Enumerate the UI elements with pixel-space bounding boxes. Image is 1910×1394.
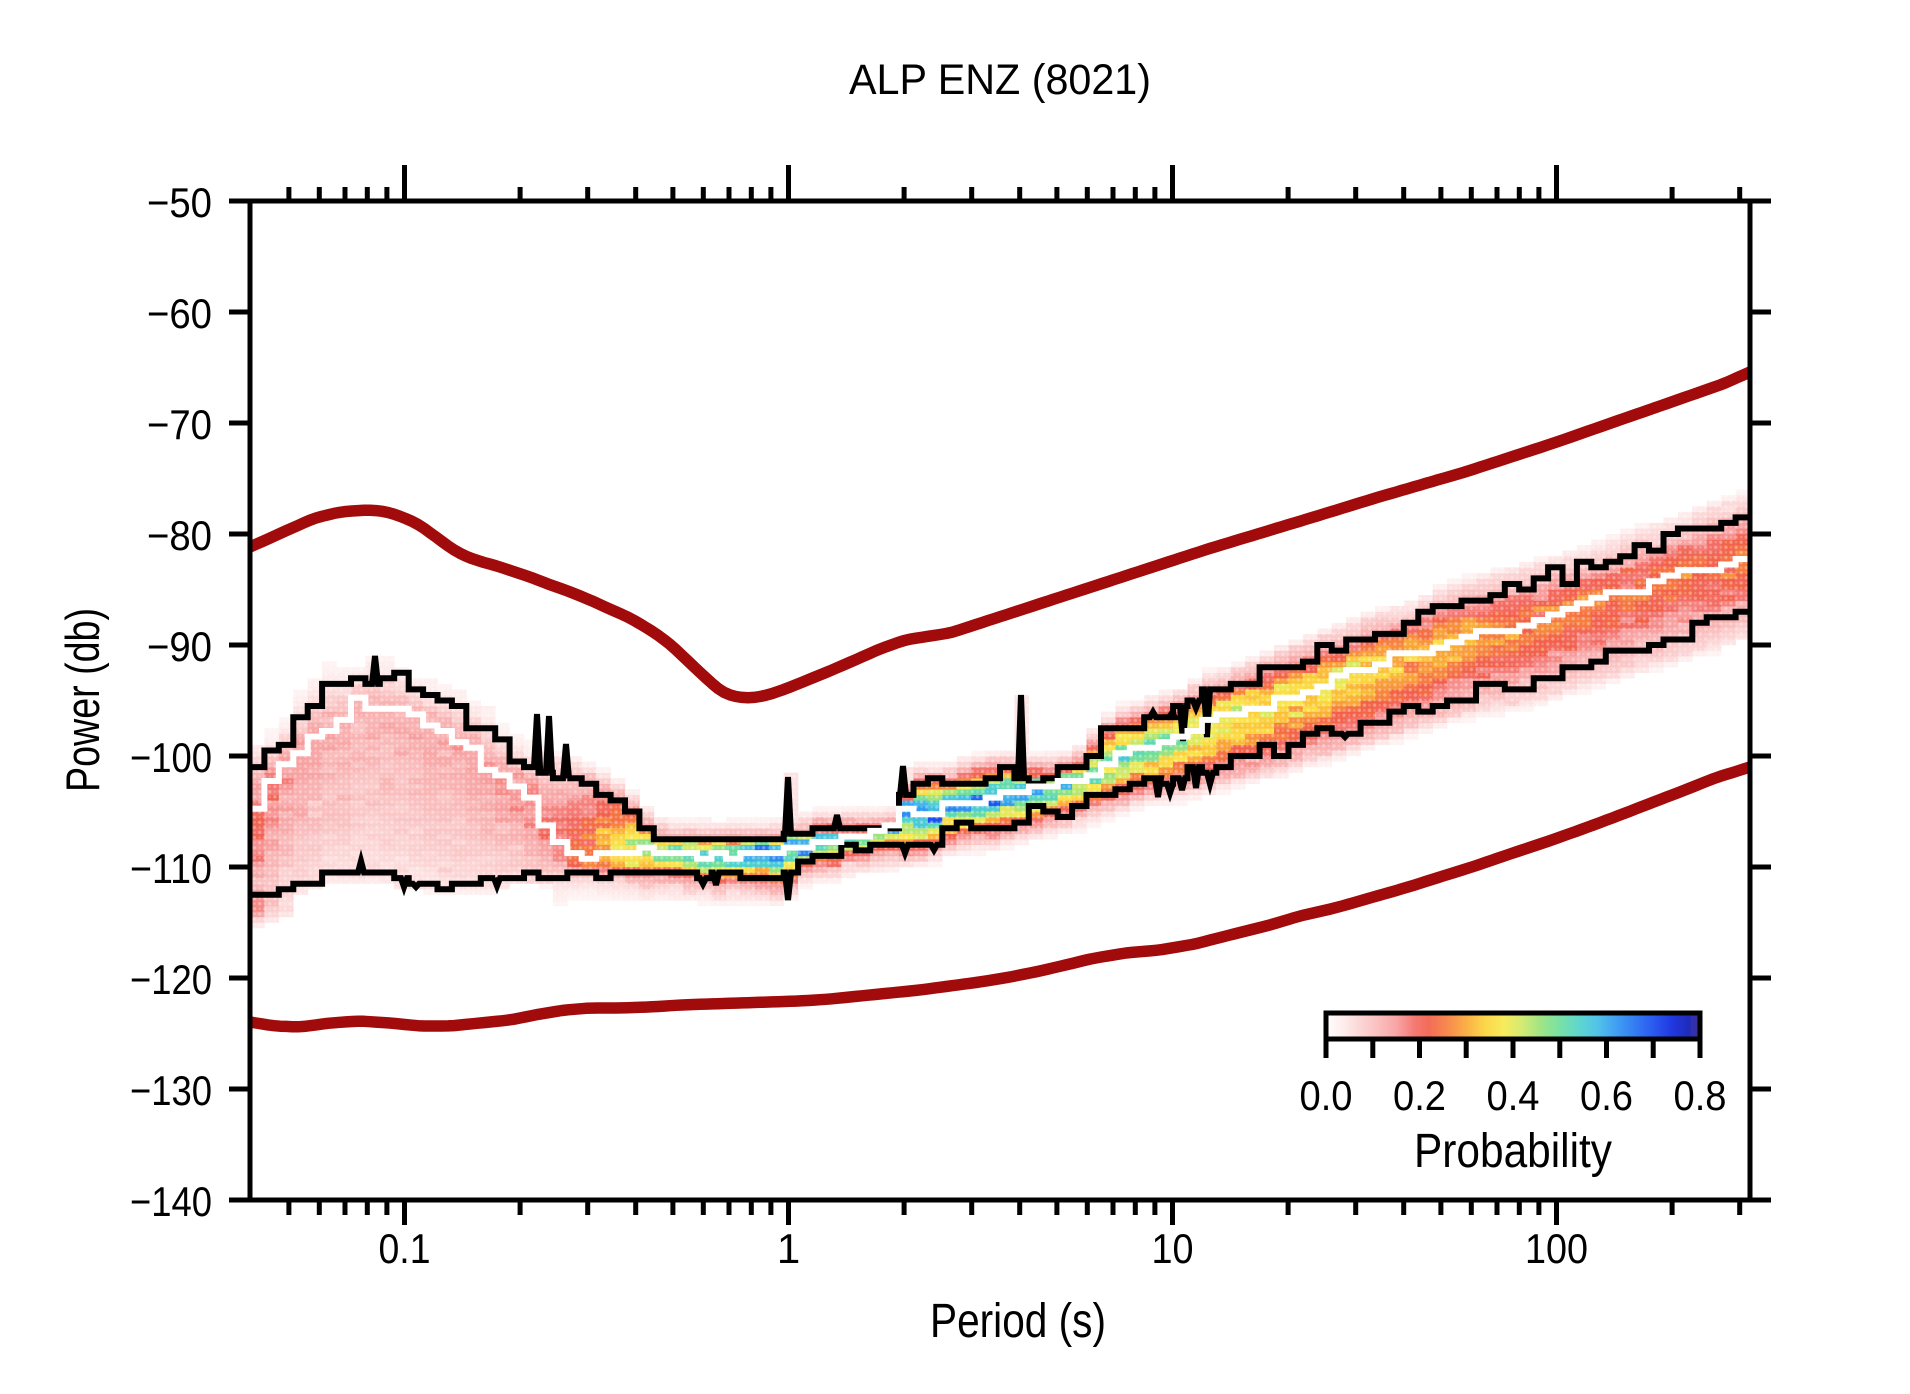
svg-text:−100: −100	[130, 734, 212, 781]
svg-text:Probability: Probability	[1414, 1125, 1612, 1178]
svg-text:−60: −60	[147, 290, 212, 337]
svg-text:−130: −130	[130, 1067, 212, 1114]
svg-text:ALP ENZ (8021): ALP ENZ (8021)	[849, 56, 1151, 104]
svg-text:0.2: 0.2	[1393, 1072, 1446, 1119]
svg-text:−50: −50	[147, 179, 212, 226]
svg-text:−80: −80	[147, 512, 212, 559]
svg-text:Period (s): Period (s)	[930, 1295, 1106, 1348]
svg-text:100: 100	[1525, 1225, 1588, 1272]
svg-text:0.8: 0.8	[1674, 1072, 1727, 1119]
svg-text:−90: −90	[147, 623, 212, 670]
svg-text:0.6: 0.6	[1580, 1072, 1633, 1119]
svg-text:0.1: 0.1	[379, 1225, 431, 1272]
svg-text:−70: −70	[147, 401, 212, 448]
svg-text:−120: −120	[130, 956, 212, 1003]
svg-text:1: 1	[777, 1225, 800, 1272]
svg-text:−140: −140	[130, 1178, 212, 1225]
svg-text:−110: −110	[130, 845, 212, 892]
svg-text:10: 10	[1152, 1225, 1194, 1272]
svg-text:0.0: 0.0	[1300, 1072, 1353, 1119]
svg-text:0.4: 0.4	[1487, 1072, 1540, 1119]
svg-text:Power (db): Power (db)	[56, 608, 109, 792]
